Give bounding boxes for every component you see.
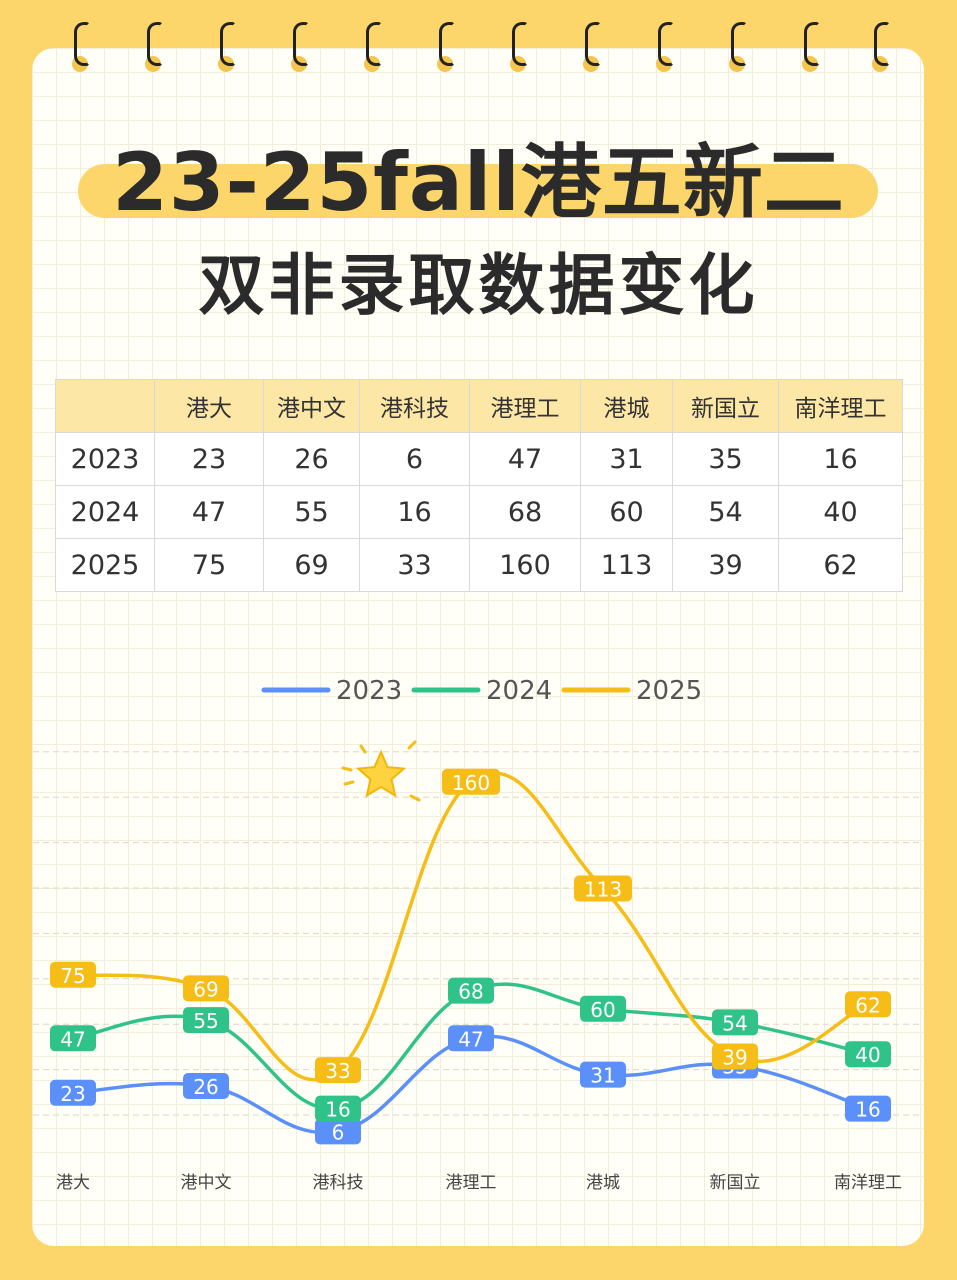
x-tick-label: 新国立: [710, 1173, 761, 1193]
table-corner: [55, 379, 155, 433]
data-label-box: [183, 1007, 229, 1034]
table-cell: 160: [469, 538, 581, 592]
table-cell: 39: [672, 538, 779, 592]
data-label-box: [50, 961, 96, 988]
data-label-box: [442, 768, 500, 795]
data-label: 75: [60, 964, 85, 988]
x-tick-label: 港城: [586, 1173, 620, 1193]
page-title: 23-25fall港五新二: [112, 136, 845, 229]
column-header: 新国立: [672, 379, 779, 433]
table-cell: 62: [778, 538, 903, 592]
ring-icon: [583, 22, 601, 72]
data-label: 113: [584, 877, 622, 901]
table-cell: 35: [672, 432, 779, 486]
row-label: 2025: [55, 538, 155, 592]
table-cell: 33: [359, 538, 470, 592]
table-cell: 75: [154, 538, 264, 592]
x-tick-label: 港中文: [181, 1173, 232, 1193]
admission-table: 港大 港中文 港科技 港理工 港城 新国立 南洋理工 2023 23 26 6 …: [55, 379, 903, 592]
data-label: 62: [855, 993, 880, 1017]
x-tick-label: 港科技: [313, 1173, 364, 1193]
data-label: 26: [193, 1075, 218, 1099]
card: [32, 48, 924, 1246]
data-label-box: [50, 1079, 96, 1106]
data-label: 6: [332, 1120, 345, 1144]
data-label-box: [845, 1095, 891, 1122]
data-label: 69: [193, 977, 218, 1001]
data-label-box: [712, 1043, 758, 1070]
table-cell: 16: [778, 432, 903, 486]
spiral-binding: [0, 0, 957, 90]
column-header: 港城: [580, 379, 673, 433]
data-label-box: [845, 991, 891, 1018]
data-label: 39: [722, 1045, 747, 1069]
data-label: 16: [325, 1098, 350, 1122]
data-label-box: [845, 1041, 891, 1068]
data-label: 16: [855, 1098, 880, 1122]
data-label-box: [448, 1025, 494, 1052]
legend-label: 2025: [636, 676, 702, 706]
data-label: 33: [325, 1059, 350, 1083]
data-label-box: [580, 1061, 626, 1088]
table-row: 2025 75 69 33 160 113 39 62: [55, 538, 903, 592]
ring-icon: [437, 22, 455, 72]
ring-icon: [72, 22, 90, 72]
data-label-box: [50, 1025, 96, 1052]
data-label: 160: [452, 771, 490, 795]
data-label-box: [183, 975, 229, 1002]
data-label: 31: [590, 1064, 615, 1088]
data-label-box: [448, 977, 494, 1004]
data-label-box: [183, 1072, 229, 1099]
legend-label: 2024: [486, 676, 552, 706]
table-cell: 16: [359, 485, 470, 539]
x-tick-label: 南洋理工: [834, 1173, 902, 1193]
ring-icon: [218, 22, 236, 72]
table-cell: 54: [672, 485, 779, 539]
data-label: 47: [60, 1027, 85, 1051]
data-label: 68: [458, 980, 483, 1004]
data-label-box: [574, 875, 632, 902]
data-label: 40: [855, 1043, 880, 1067]
column-header: 港中文: [263, 379, 360, 433]
table-cell: 26: [263, 432, 360, 486]
ring-icon: [291, 22, 309, 72]
title-highlight: [78, 164, 878, 218]
table-cell: 40: [778, 485, 903, 539]
column-header: 港理工: [469, 379, 581, 433]
table-cell: 113: [580, 538, 673, 592]
ring-icon: [656, 22, 674, 72]
legend-label: 2023: [336, 676, 402, 706]
table-cell: 47: [469, 432, 581, 486]
data-label: 55: [193, 1009, 218, 1033]
data-label: 60: [590, 998, 615, 1022]
x-tick-label: 港大: [56, 1173, 90, 1193]
ring-icon: [802, 22, 820, 72]
star-icon: [341, 740, 421, 802]
data-label: 23: [60, 1082, 85, 1106]
row-label: 2023: [55, 432, 155, 486]
page-subtitle: 双非录取数据变化: [198, 247, 759, 324]
ring-icon: [510, 22, 528, 72]
data-label-box: [580, 995, 626, 1022]
data-label: 47: [458, 1027, 483, 1051]
column-header: 港科技: [359, 379, 470, 433]
column-header: 港大: [154, 379, 264, 433]
x-tick-label: 港理工: [446, 1173, 497, 1193]
data-label-box: [315, 1118, 361, 1145]
ring-icon: [364, 22, 382, 72]
table-cell: 31: [580, 432, 673, 486]
ring-icon: [145, 22, 163, 72]
data-label: 54: [722, 1011, 747, 1035]
ring-icon: [872, 22, 890, 72]
ring-icon: [729, 22, 747, 72]
data-label-box: [315, 1095, 361, 1122]
data-label-box: [315, 1057, 361, 1084]
data-label-box: [712, 1009, 758, 1036]
